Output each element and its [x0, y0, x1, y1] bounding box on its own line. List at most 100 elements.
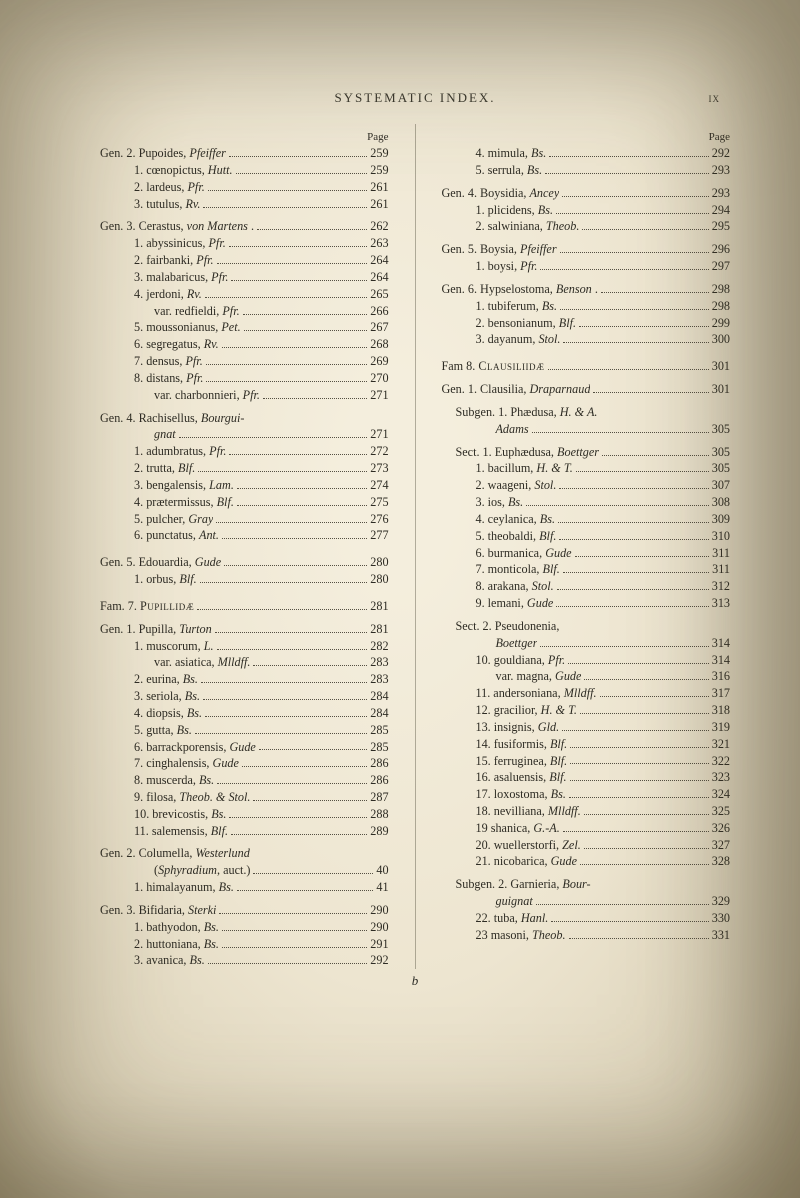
index-page: 271: [370, 426, 388, 443]
index-label: 5. pulcher, Gray: [134, 511, 213, 528]
leader-dots: [548, 358, 709, 370]
index-page: 264: [370, 252, 388, 269]
leader-dots: [203, 196, 367, 208]
index-entry: 1. cœnopictus, Hutt.259: [100, 162, 389, 179]
index-label: Subgen. 2. Garnieria, Bour-: [455, 876, 590, 893]
index-page: 272: [370, 443, 388, 460]
index-page: 296: [712, 241, 730, 258]
spacer: [100, 544, 389, 554]
index-page: 40: [376, 862, 388, 879]
index-entry: 1. himalayanum, Bs. 41: [100, 879, 389, 896]
leader-dots: [179, 426, 368, 438]
index-page: 316: [712, 668, 730, 685]
index-page: 326: [712, 820, 730, 837]
index-page: 298: [712, 281, 730, 298]
index-entry: 11. andersoniana, Mlldff.317: [441, 685, 730, 702]
leader-dots: [198, 460, 367, 472]
index-entry: 7. monticola, Blf.311: [441, 561, 730, 578]
index-label: 3. ios, Bs.: [475, 494, 523, 511]
leader-dots: [237, 494, 367, 506]
column-divider: [415, 124, 416, 969]
leader-dots: [580, 853, 709, 865]
index-entry: 10. brevicostis, Bs.288: [100, 806, 389, 823]
index-page: 265: [370, 286, 388, 303]
index-page: 274: [370, 477, 388, 494]
spacer: [441, 348, 730, 358]
index-label: Gen. 2. Pupoides, Pfeiffer: [100, 145, 226, 162]
index-page: 284: [370, 705, 388, 722]
index-label: 5. theobaldi, Blf.: [475, 528, 556, 545]
index-entry: Sect. 1. Euphædusa, Boettger305: [441, 444, 730, 461]
index-page: 280: [370, 554, 388, 571]
index-entry: Fam. 7. Pupillidæ281: [100, 598, 389, 615]
index-label: 3. bengalensis, Lam.: [134, 477, 234, 494]
index-page: 317: [712, 685, 730, 702]
index-label: 6. segregatus, Rv.: [134, 336, 219, 353]
leader-dots: [257, 218, 367, 230]
running-head-text: SYSTEMATIC INDEX.: [334, 90, 495, 105]
index-page: 277: [370, 527, 388, 544]
leader-dots: [600, 685, 709, 697]
leader-dots: [243, 303, 368, 315]
index-label: Boettger: [495, 635, 537, 652]
leader-dots: [580, 702, 709, 714]
index-entry: 1. adumbratus, Pfr.272: [100, 443, 389, 460]
index-label: Subgen. 1. Phædusa, H. & A.: [455, 404, 597, 421]
index-entry: 20. wuellerstorfi, Zel.327: [441, 837, 730, 854]
leader-dots: [593, 381, 708, 393]
index-entry: Adams305: [441, 421, 730, 438]
leader-dots: [217, 638, 368, 650]
index-entry: 21. nicobarica, Gude328: [441, 853, 730, 870]
index-page: 293: [712, 162, 730, 179]
index-label: 1. muscorum, L.: [134, 638, 214, 655]
index-entry: 1. abyssinicus, Pfr.263: [100, 235, 389, 252]
index-page: 307: [712, 477, 730, 494]
index-label: 4. mimula, Bs.: [475, 145, 546, 162]
column-right: Page 4. mimula, Bs.2925. serrula, Bs.293…: [441, 124, 730, 969]
index-entry: 4. prætermissus, Blf.275: [100, 494, 389, 511]
index-entry: Gen. 5. Edouardia, Gude280: [100, 554, 389, 571]
index-entry: 23 masoni, Theob.331: [441, 927, 730, 944]
index-label: 14. fusiformis, Blf.: [475, 736, 567, 753]
index-entry: 4. ceylanica, Bs.309: [441, 511, 730, 528]
index-entry: 8. arakana, Stol.312: [441, 578, 730, 595]
index-page: 308: [712, 494, 730, 511]
index-label: 22. tuba, Hanl.: [475, 910, 548, 927]
index-entry: 2. huttoniana, Bs.291: [100, 936, 389, 953]
index-label: 1. himalayanum, Bs.: [134, 879, 234, 896]
index-entry: 6. punctatus, Ant.277: [100, 527, 389, 544]
leader-dots: [602, 444, 709, 456]
index-entry: Gen. 3. Bifidaria, Sterki290: [100, 902, 389, 919]
index-entry: 5. pulcher, Gray276: [100, 511, 389, 528]
index-label: 2. waageni, Stol.: [475, 477, 556, 494]
leader-dots: [562, 185, 708, 197]
index-label: 3. malabaricus, Pfr.: [134, 269, 228, 286]
leader-dots: [575, 545, 710, 557]
leader-dots: [532, 421, 709, 433]
index-entry: 1. orbus, Blf.280: [100, 571, 389, 588]
leader-dots: [200, 571, 368, 583]
leader-dots: [237, 879, 374, 891]
index-entry: 1. plicidens, Bs.294: [441, 202, 730, 219]
index-entry: Gen. 6. Hypselostoma, Benson .298: [441, 281, 730, 298]
leader-dots: [559, 528, 708, 540]
index-page: 41: [376, 879, 388, 896]
leader-dots: [203, 688, 367, 700]
index-entry: Boettger314: [441, 635, 730, 652]
index-page: 309: [712, 511, 730, 528]
leader-dots: [584, 668, 708, 680]
index-label: 10. gouldiana, Pfr.: [475, 652, 565, 669]
leader-dots: [562, 719, 709, 731]
index-label: 2. eurina, Bs.: [134, 671, 198, 688]
index-label: 2. bensonianum, Blf.: [475, 315, 576, 332]
index-entry: 9. filosa, Theob. & Stol.2⁠87: [100, 789, 389, 806]
index-label: 11. salemensis, Blf.: [134, 823, 228, 840]
leader-dots: [556, 202, 709, 214]
index-page: 289: [370, 823, 388, 840]
index-label: 23 masoni, Theob.: [475, 927, 565, 944]
leader-dots: [222, 936, 367, 948]
index-entry: 10. gouldiana, Pfr.314: [441, 652, 730, 669]
index-entry: 15. ferruginea, Blf.322: [441, 753, 730, 770]
leader-dots: [229, 145, 367, 157]
leader-dots: [229, 235, 368, 247]
